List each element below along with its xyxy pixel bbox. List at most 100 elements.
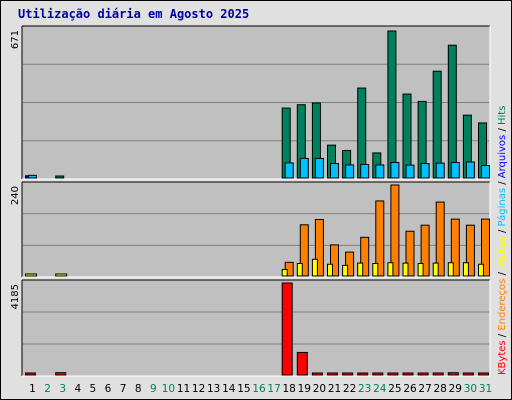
visitas-bar — [372, 262, 379, 277]
hits-bar — [55, 175, 65, 179]
x-tick-label: 29 — [449, 383, 462, 395]
y-max-label-1: 671 — [10, 30, 21, 49]
kbytes-bar — [55, 372, 67, 376]
legend-entry: Visitas — [497, 236, 508, 269]
x-tick-label: 14 — [222, 383, 236, 395]
x-tick-label: 17 — [267, 383, 280, 395]
kbytes-bar — [387, 372, 399, 376]
visitas-bar — [478, 263, 484, 277]
paginas-bar — [345, 164, 355, 179]
enderecos-bar — [450, 218, 460, 277]
x-tick-label: 24 — [373, 383, 387, 395]
kbytes-bar — [462, 372, 474, 376]
paginas-bar — [284, 162, 294, 179]
x-tick-label: 22 — [343, 383, 356, 395]
x-tick-label: 13 — [207, 383, 220, 395]
plot-area-3 — [22, 280, 490, 376]
x-tick-label: 11 — [177, 383, 190, 395]
x-tick-label: 2 — [44, 383, 51, 395]
enderecos-bar — [345, 251, 355, 277]
visitas-bar — [462, 262, 469, 277]
hits-bar — [432, 70, 442, 179]
kbytes-bar — [417, 372, 429, 376]
x-tick-label: 25 — [388, 383, 401, 395]
x-tick-label: 28 — [434, 383, 447, 395]
legend-entry: KBytes — [497, 340, 508, 375]
hits-bar — [387, 30, 397, 179]
kbytes-bar — [478, 372, 489, 376]
x-tick-label: 12 — [192, 383, 205, 395]
x-tick-label: 19 — [298, 383, 311, 395]
visitas-bar — [25, 273, 37, 277]
paginas-bar — [481, 165, 490, 179]
paginas-bar — [405, 164, 415, 179]
hits-bar — [447, 44, 457, 179]
visitas-bar — [281, 269, 288, 277]
paginas-bar — [314, 157, 324, 179]
visitas-bar — [402, 262, 409, 277]
x-tick-label: 27 — [418, 383, 431, 395]
kbytes-bar — [402, 372, 414, 376]
kbytes-bar — [25, 372, 36, 376]
visitas-bar — [311, 258, 318, 277]
x-tick-label: 18 — [283, 383, 296, 395]
legend-separator: / — [497, 269, 508, 279]
legend: KBytes / Endereços / Visitas / Páginas /… — [496, 106, 508, 375]
enderecos-bar — [405, 230, 415, 277]
paginas-bar — [435, 162, 445, 179]
paginas-bar — [390, 161, 400, 179]
legend-entry: Endereços — [497, 279, 508, 331]
y-max-label-3: 4185 — [10, 284, 21, 309]
visitas-bar — [55, 273, 68, 277]
enderecos-bar — [299, 224, 309, 277]
enderecos-bar — [360, 236, 370, 277]
kbytes-bar — [342, 372, 354, 376]
visitas-bar — [432, 262, 439, 277]
x-tick-label: 3 — [59, 383, 66, 395]
plot-area-2 — [22, 182, 490, 277]
enderecos-bar — [330, 244, 339, 277]
enderecos-bar — [481, 218, 490, 277]
x-tick-label: 1 — [29, 383, 36, 395]
x-tick-label: 4 — [74, 383, 81, 395]
paginas-bar — [465, 161, 475, 179]
paginas-bar — [299, 157, 309, 179]
paginas-bar — [330, 163, 339, 179]
x-tick-label: 6 — [105, 383, 112, 395]
legend-entry: Hits — [497, 106, 508, 125]
legend-separator: / — [497, 125, 508, 135]
x-tick-label: 20 — [313, 383, 326, 395]
visitas-bar — [387, 262, 394, 277]
legend-separator: / — [497, 178, 508, 188]
paginas-bar — [420, 163, 430, 179]
kbytes-bar — [447, 372, 459, 376]
visitas-bar — [327, 263, 333, 277]
visitas-bar — [417, 262, 424, 277]
enderecos-bar — [390, 184, 400, 277]
legend-separator: / — [497, 331, 508, 341]
paginas-bar — [450, 161, 460, 179]
x-tick-label: 26 — [403, 383, 417, 395]
paginas-bar — [28, 174, 37, 179]
enderecos-bar — [314, 219, 324, 277]
x-tick-label: 23 — [358, 383, 371, 395]
chart-title: Utilização diária em Agosto 2025 — [18, 7, 250, 21]
x-tick-label: 16 — [252, 383, 266, 395]
kbytes-bar — [357, 372, 369, 376]
legend-separator: / — [497, 226, 508, 236]
kbytes-bar — [311, 372, 323, 376]
x-tick-label: 10 — [162, 383, 175, 395]
x-tick-label: 9 — [150, 383, 157, 395]
x-tick-label: 7 — [120, 383, 127, 395]
paginas-bar — [375, 164, 385, 179]
kbytes-bar — [327, 372, 338, 376]
legend-entry: Arquivos — [497, 135, 508, 179]
visitas-bar — [342, 264, 349, 277]
enderecos-bar — [420, 224, 430, 277]
enderecos-bar — [435, 201, 445, 277]
x-tick-label: 5 — [90, 383, 97, 395]
visitas-bar — [296, 262, 303, 277]
x-tick-label: 21 — [328, 383, 341, 395]
x-tick-label: 31 — [479, 383, 492, 395]
